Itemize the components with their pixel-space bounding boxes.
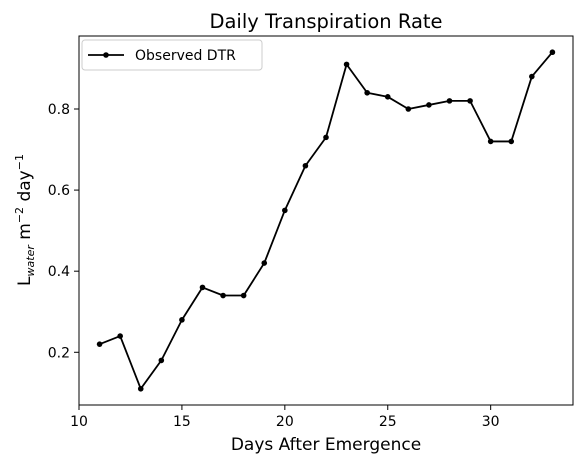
x-tick-label: 15	[173, 414, 191, 430]
data-point	[323, 134, 329, 141]
data-point	[96, 341, 103, 347]
data-point	[529, 73, 535, 80]
y-label-tail: day	[15, 170, 35, 207]
data-point	[426, 102, 432, 108]
y-tick-label: 0.8	[48, 102, 70, 118]
x-tick-label: 10	[70, 414, 88, 430]
legend-marker	[103, 52, 109, 58]
plot-frame	[78, 35, 574, 406]
data-point	[199, 284, 206, 291]
y-tick-label: 0.2	[48, 345, 70, 361]
data-point	[158, 357, 165, 364]
chart-title: Daily Transpiration Rate	[209, 10, 442, 33]
data-point	[549, 49, 556, 56]
x-tick-label: 25	[379, 414, 397, 430]
data-point	[302, 162, 309, 169]
data-point	[220, 292, 226, 299]
data-point	[117, 333, 123, 339]
legend: Observed DTR	[81, 39, 263, 71]
y-axis: 0.2 0.4 0.6 0.8	[48, 102, 79, 361]
x-tick-label: 20	[276, 414, 294, 430]
y-label-sub: water	[24, 244, 37, 277]
x-axis: 10 15 20 25 30	[70, 405, 500, 430]
y-label-base: L	[15, 276, 35, 286]
data-point	[240, 292, 247, 299]
data-point	[508, 138, 515, 145]
data-point	[446, 98, 453, 104]
data-point	[261, 260, 268, 266]
data-point	[364, 89, 370, 96]
data-point	[384, 94, 391, 100]
data-point	[282, 207, 288, 214]
x-tick-label: 30	[482, 414, 500, 430]
legend-box	[81, 39, 263, 71]
y-label-sup2: −1	[13, 154, 26, 170]
data-point	[137, 385, 144, 392]
data-point	[405, 106, 412, 112]
y-axis-label: Lwater m−2 day−1	[13, 154, 37, 286]
data-point	[487, 138, 494, 145]
y-label-mid: m	[15, 223, 35, 245]
y-tick-label: 0.4	[48, 264, 70, 280]
legend-label: Observed DTR	[135, 48, 236, 64]
data-point	[179, 317, 185, 323]
y-tick-label: 0.6	[48, 183, 70, 199]
y-label-sup1: −2	[13, 207, 26, 223]
data-point	[343, 61, 350, 68]
data-point	[467, 98, 473, 104]
series-layer	[96, 49, 556, 392]
x-axis-label: Days After Emergence	[231, 435, 421, 455]
series-line	[99, 51, 554, 390]
